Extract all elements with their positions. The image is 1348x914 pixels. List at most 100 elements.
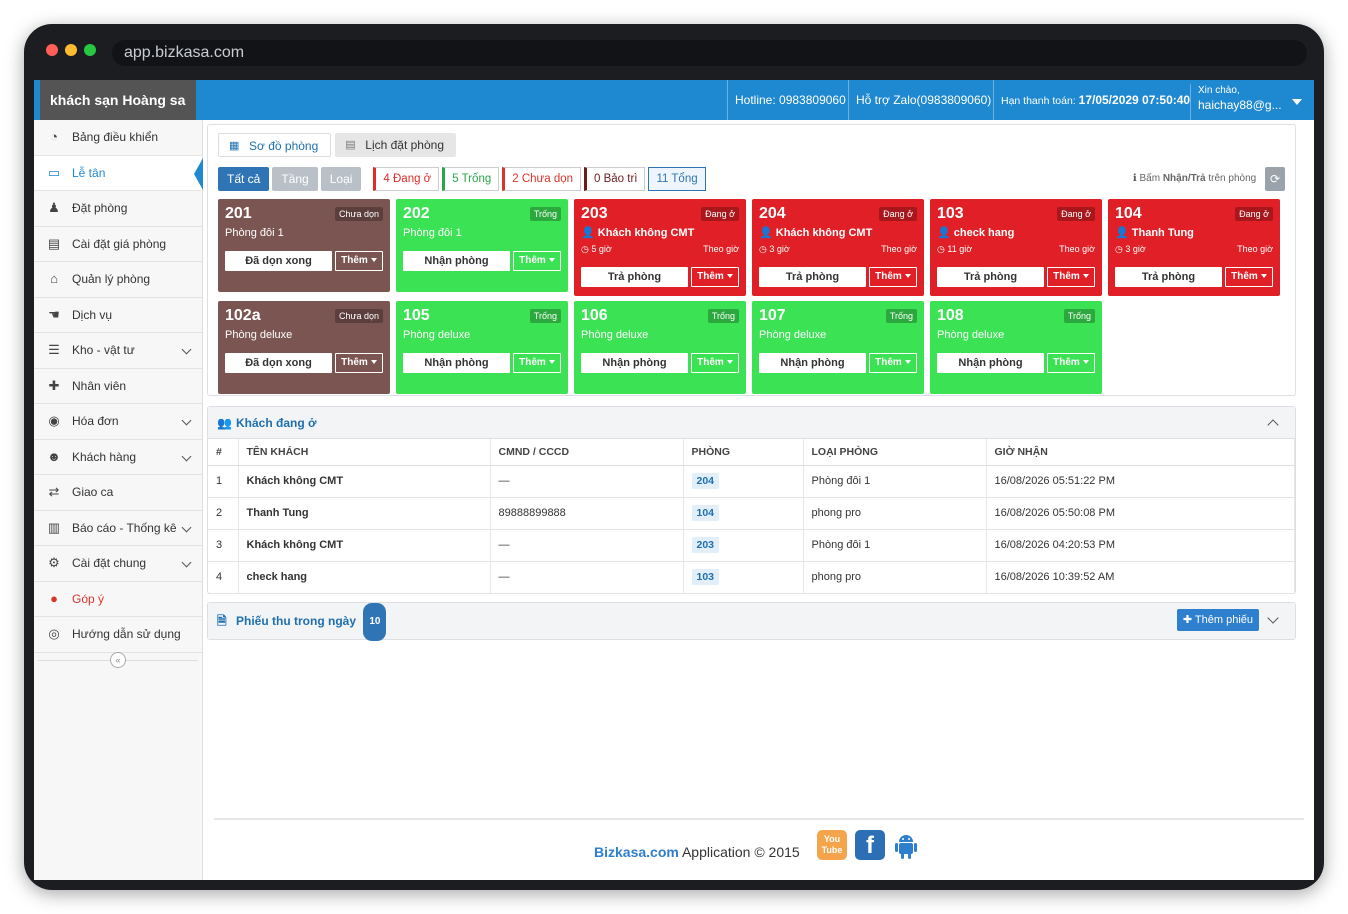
clock-icon: ◷: [1115, 244, 1125, 254]
room-action-button[interactable]: Đã dọn xong: [225, 251, 332, 271]
room-card[interactable]: 108 Trống Phòng deluxe Nhận phòng Thêm: [930, 301, 1102, 394]
room-tag[interactable]: 203: [692, 537, 720, 553]
room-status-badge: Chưa dọn: [335, 207, 383, 221]
tab-room-map[interactable]: ▦ Sơ đồ phòng: [218, 133, 331, 157]
sidebar-item-2[interactable]: ▭ Lễ tân: [34, 156, 202, 192]
room-card[interactable]: 107 Trống Phòng deluxe Nhận phòng Thêm: [752, 301, 924, 394]
sidebar-item-11[interactable]: ⇄ Giao ca: [34, 475, 202, 511]
column-header[interactable]: LOẠI PHÒNG: [803, 439, 986, 465]
room-more-button[interactable]: Thêm: [869, 267, 917, 287]
facebook-icon[interactable]: f: [855, 830, 885, 860]
collapse-sidebar-button[interactable]: «: [110, 652, 126, 668]
sidebar-item-15[interactable]: ◎ Hướng dẫn sử dụng: [34, 617, 202, 653]
youtube-icon[interactable]: You Tube: [817, 830, 847, 860]
status-filter-tag[interactable]: 2 Chưa dọn: [502, 167, 581, 191]
expiry-value: 17/05/2029 07:50:40: [1079, 93, 1190, 107]
room-card[interactable]: 105 Trống Phòng deluxe Nhận phòng Thêm: [396, 301, 568, 394]
hotel-name[interactable]: khách sạn Hoàng sa: [34, 80, 196, 120]
column-header[interactable]: CMND / CCCD: [490, 439, 683, 465]
table-row[interactable]: 1 Khách không CMT — 204 Phòng đôi 1 16/08/202…: [208, 465, 1295, 497]
sidebar-item-14[interactable]: ● Góp ý: [34, 582, 202, 618]
room-action-button[interactable]: Trả phòng: [1115, 267, 1222, 287]
status-filter-tag[interactable]: 4 Đang ở: [373, 167, 439, 191]
room-action-button[interactable]: Nhận phòng: [759, 353, 866, 373]
users-icon: ☻: [46, 450, 62, 464]
chevron-up-icon[interactable]: [1267, 419, 1278, 430]
hint-suffix: trên phòng: [1208, 173, 1256, 184]
sidebar-item-3[interactable]: ♟ Đặt phòng: [34, 191, 202, 227]
room-action-button[interactable]: Trả phòng: [581, 267, 688, 287]
room-more-button[interactable]: Thêm: [869, 353, 917, 373]
sidebar-item-8[interactable]: ✚ Nhân viên: [34, 369, 202, 405]
room-more-button[interactable]: Thêm: [335, 353, 383, 373]
refresh-icon[interactable]: ⟳: [1265, 167, 1285, 191]
column-header[interactable]: GIỜ NHẬN: [986, 439, 1295, 465]
sidebar-item-5[interactable]: ⌂ Quản lý phòng: [34, 262, 202, 298]
android-icon[interactable]: [891, 830, 921, 860]
room-status-badge: Chưa dọn: [335, 309, 383, 323]
room-card[interactable]: 103 Đang ở 👤 check hang ◷ 11 giờ Theo giờ…: [930, 199, 1102, 296]
room-more-button[interactable]: Thêm: [1047, 267, 1095, 287]
minimize-window-button[interactable]: [65, 44, 77, 56]
room-action-button[interactable]: Trả phòng: [759, 267, 866, 287]
chevron-down-icon[interactable]: [1267, 612, 1278, 623]
more-label: Thêm: [519, 357, 546, 368]
receipts-header[interactable]: 🗎 Phiếu thu trong ngày 10 ✚ Thêm phiếu: [208, 603, 1295, 639]
room-action-button[interactable]: Đã dọn xong: [225, 353, 332, 373]
document-icon: 🗎: [217, 603, 227, 639]
address-bar[interactable]: app.bizkasa.com: [112, 40, 1307, 66]
more-label: Thêm: [1231, 271, 1258, 282]
status-filter-tag[interactable]: 11 Tổng: [648, 167, 705, 191]
room-card[interactable]: 202 Trống Phòng đôi 1 Nhận phòng Thêm: [396, 199, 568, 292]
filter-type-button[interactable]: Loại: [321, 167, 362, 191]
user-menu[interactable]: Xin chào, haichay88@g...: [1190, 84, 1314, 120]
room-action-button[interactable]: Nhận phòng: [403, 353, 510, 373]
sidebar-item-6[interactable]: ☚ Dịch vụ: [34, 298, 202, 334]
room-action-button[interactable]: Nhận phòng: [403, 251, 510, 271]
room-tag[interactable]: 103: [692, 569, 720, 585]
table-row[interactable]: 3 Khách không CMT — 203 Phòng đôi 1 16/08/202…: [208, 529, 1295, 561]
room-card[interactable]: 106 Trống Phòng deluxe Nhận phòng Thêm: [574, 301, 746, 394]
status-filter-tag[interactable]: 5 Trống: [442, 167, 499, 191]
room-tag[interactable]: 204: [692, 473, 720, 489]
current-guests-header[interactable]: 👥 Khách đang ở: [208, 407, 1295, 439]
room-card[interactable]: 203 Đang ở 👤 Khách không CMT ◷ 5 giờ Theo…: [574, 199, 746, 296]
room-card[interactable]: 201 Chưa dọn Phòng đôi 1 Đã dọn xong Thêm: [218, 199, 390, 292]
table-row[interactable]: 2 Thanh Tung 89888899888 104 phong pro 16/08/…: [208, 497, 1295, 529]
room-action-button[interactable]: Nhận phòng: [937, 353, 1044, 373]
zalo-support[interactable]: Hỗ trợ Zalo(0983809060): [848, 80, 998, 120]
room-more-button[interactable]: Thêm: [1225, 267, 1273, 287]
room-action-button[interactable]: Nhận phòng: [581, 353, 688, 373]
column-header[interactable]: PHÒNG: [683, 439, 803, 465]
filter-floor-button[interactable]: Tầng: [272, 167, 317, 191]
room-more-button[interactable]: Thêm: [1047, 353, 1095, 373]
sidebar-item-9[interactable]: ◉ Hóa đơn: [34, 404, 202, 440]
room-more-button[interactable]: Thêm: [335, 251, 383, 271]
footer-brand-link[interactable]: Bizkasa.com: [594, 844, 679, 860]
table-row[interactable]: 4 check hang — 103 phong pro 16/08/2026 10:39…: [208, 561, 1295, 593]
room-more-button[interactable]: Thêm: [691, 353, 739, 373]
sidebar-item-7[interactable]: ☰ Kho - vật tư: [34, 333, 202, 369]
tab-booking-calendar[interactable]: ▤ Lịch đặt phòng: [335, 133, 456, 157]
room-card[interactable]: 104 Đang ở 👤 Thanh Tung ◷ 3 giờ Theo giờ T…: [1108, 199, 1280, 296]
sidebar-item-4[interactable]: ▤ Cài đặt giá phòng: [34, 227, 202, 263]
room-tag[interactable]: 104: [692, 505, 720, 521]
room-more-button[interactable]: Thêm: [513, 251, 561, 271]
room-card[interactable]: 204 Đang ở 👤 Khách không CMT ◷ 3 giờ Theo…: [752, 199, 924, 296]
status-filter-tag[interactable]: 0 Bảo trì: [584, 167, 645, 191]
room-more-button[interactable]: Thêm: [691, 267, 739, 287]
room-action-button[interactable]: Trả phòng: [937, 267, 1044, 287]
sidebar-item-13[interactable]: ⚙ Cài đặt chung: [34, 546, 202, 582]
column-header[interactable]: TÊN KHÁCH: [238, 439, 490, 465]
room-more-button[interactable]: Thêm: [513, 353, 561, 373]
chevron-down-icon: [182, 522, 192, 532]
column-header[interactable]: #: [208, 439, 238, 465]
add-receipt-button[interactable]: ✚ Thêm phiếu: [1177, 609, 1259, 631]
sidebar-item-1[interactable]: ◔ Bảng điều khiển: [34, 120, 202, 156]
close-window-button[interactable]: [46, 44, 58, 56]
maximize-window-button[interactable]: [84, 44, 96, 56]
sidebar-item-10[interactable]: ☻ Khách hàng: [34, 440, 202, 476]
room-card[interactable]: 102a Chưa dọn Phòng deluxe Đã dọn xong Thê…: [218, 301, 390, 394]
filter-all-button[interactable]: Tất cả: [218, 167, 269, 191]
sidebar-item-12[interactable]: ▥ Báo cáo - Thống kê: [34, 511, 202, 547]
